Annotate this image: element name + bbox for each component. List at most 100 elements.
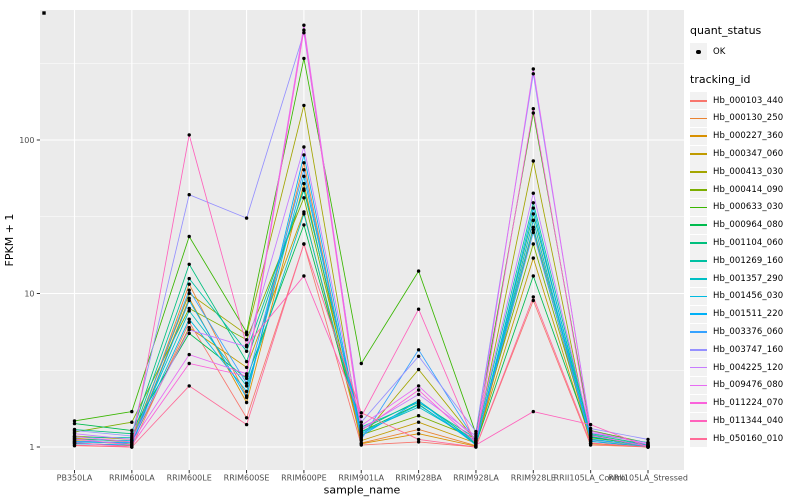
series-color-line (690, 402, 707, 405)
data-point (302, 28, 306, 32)
data-point (588, 438, 593, 442)
data-point (244, 400, 249, 405)
series-color-line (690, 99, 707, 102)
data-point (72, 428, 77, 433)
line-key-icon (690, 163, 707, 181)
line-key-icon (690, 270, 707, 288)
data-point (531, 218, 535, 222)
data-point (646, 445, 650, 449)
line-key-icon (690, 359, 707, 377)
data-point (302, 181, 306, 186)
data-point (244, 381, 249, 385)
legend-item-label: Hb_011224_070 (713, 398, 784, 409)
data-point (531, 298, 535, 303)
data-point (130, 428, 134, 433)
data-point (244, 349, 249, 353)
data-point (416, 414, 421, 418)
data-point (588, 441, 593, 445)
data-point (474, 445, 478, 449)
data-point (531, 409, 535, 414)
data-point (72, 432, 77, 436)
data-point (187, 320, 191, 324)
data-point (474, 440, 478, 445)
data-point (187, 234, 191, 239)
data-point (187, 288, 191, 292)
legend-item-label: OK (713, 46, 726, 57)
data-point (187, 193, 191, 197)
legend-item-Hb_000413_030: Hb_000413_030 (690, 163, 798, 181)
data-point (588, 422, 593, 427)
legend-item-label: Hb_003747_160 (713, 344, 784, 355)
legend-item-label: Hb_000413_030 (713, 166, 784, 177)
data-point (531, 191, 535, 195)
data-point (531, 201, 535, 205)
legend-item-Hb_001269_160: Hb_001269_160 (690, 252, 798, 270)
data-point (359, 423, 363, 428)
data-point (416, 307, 421, 311)
data-point (187, 276, 191, 281)
line-key-icon (690, 430, 707, 448)
data-point (302, 23, 306, 27)
legend-item-Hb_001357_290: Hb_001357_290 (690, 270, 798, 288)
legend-item-label: Hb_001269_160 (713, 255, 784, 266)
data-point (474, 429, 478, 434)
line-key-icon (690, 305, 707, 323)
data-point (130, 445, 134, 449)
legend-item-Hb_001511_220: Hb_001511_220 (690, 305, 798, 323)
data-point (531, 256, 535, 260)
legend-item-label: Hb_001456_030 (713, 291, 784, 302)
data-point (187, 352, 191, 357)
data-point (130, 434, 134, 438)
series-color-line (690, 171, 707, 173)
data-point (416, 348, 421, 352)
data-point (588, 433, 593, 438)
data-point (244, 422, 249, 427)
series-color-line (690, 277, 707, 280)
data-point (187, 317, 191, 321)
data-point (244, 395, 249, 400)
legend-item-label: Hb_011344_040 (713, 416, 784, 427)
x-tick-label: RRIM600PE (281, 474, 327, 483)
x-tick-label: RRIM901LA (338, 474, 384, 483)
data-point (588, 426, 593, 431)
series-color-line (690, 224, 707, 227)
data-point (187, 291, 191, 296)
line-key-icon (690, 412, 707, 430)
legend-title-tracking-id: tracking_id (690, 72, 751, 86)
point-marker-icon (696, 49, 701, 55)
legend-item-Hb_011224_070: Hb_011224_070 (690, 394, 798, 412)
line-key-icon (690, 127, 707, 145)
y-tick-label: 10 (24, 289, 34, 298)
data-point (531, 72, 535, 76)
legend-item-label: Hb_000227_360 (713, 131, 784, 142)
line-key-icon (690, 109, 707, 127)
data-point (416, 384, 421, 388)
data-point (302, 168, 306, 172)
data-point (302, 145, 306, 149)
x-axis-title: sample_name (324, 484, 401, 497)
legend-item-Hb_001104_060: Hb_001104_060 (690, 234, 798, 252)
legend-item-Hb_003376_060: Hb_003376_060 (690, 323, 798, 341)
legend-item-Hb_003747_160: Hb_003747_160 (690, 341, 798, 359)
series-color-line (690, 384, 707, 387)
data-point (531, 295, 535, 299)
legend-item-label: Hb_000103_440 (713, 95, 784, 106)
line-key-icon (690, 323, 707, 341)
data-point (302, 188, 306, 192)
data-point (302, 212, 306, 216)
data-point (244, 343, 249, 347)
data-point (244, 365, 249, 370)
data-point (302, 31, 306, 35)
x-tick-label: RRIM928BA (395, 474, 442, 483)
legend-item-Hb_000964_080: Hb_000964_080 (690, 216, 798, 234)
data-point (187, 361, 191, 366)
legend-tracking-items: Hb_000103_440 Hb_000130_250 Hb_000227_360 H… (690, 92, 798, 448)
data-point (588, 429, 593, 433)
y-tick-label: 100 (19, 136, 34, 145)
data-point (531, 230, 535, 235)
data-point (244, 389, 249, 394)
series-color-line (690, 366, 707, 369)
data-point (72, 443, 77, 447)
data-point (130, 437, 134, 442)
